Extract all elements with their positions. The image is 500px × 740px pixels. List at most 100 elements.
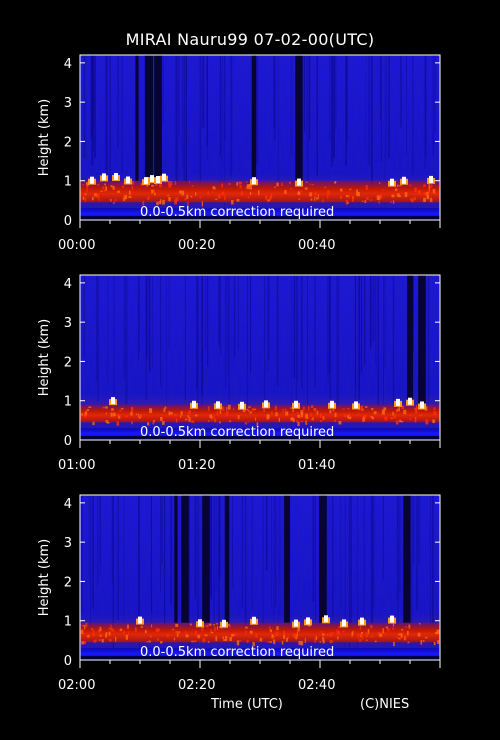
echo-speckle	[215, 198, 218, 201]
faint-streak	[316, 55, 318, 177]
echo-speckle	[289, 181, 291, 184]
echo-speckle	[201, 628, 204, 631]
peak-echo	[324, 615, 328, 623]
faint-streak	[346, 55, 348, 142]
echo-speckle	[327, 194, 329, 199]
faint-streak	[358, 275, 361, 400]
echo-speckle	[158, 628, 160, 632]
peak-echo	[420, 401, 424, 409]
echo-speckle	[246, 408, 249, 411]
faint-streak	[105, 55, 107, 177]
echo-speckle	[219, 409, 222, 415]
faint-streak	[345, 55, 347, 166]
echo-speckle	[348, 413, 351, 417]
echo-speckle	[423, 184, 426, 187]
faint-streak	[406, 55, 407, 155]
faint-streak	[207, 275, 209, 367]
echo-speckle	[398, 195, 401, 198]
echo-speckle	[271, 634, 274, 639]
echo-speckle	[248, 409, 250, 412]
echo-speckle	[253, 408, 257, 410]
echo-speckle	[408, 624, 411, 629]
faint-streak	[380, 55, 382, 162]
echo-speckle	[191, 185, 194, 187]
echo-speckle	[176, 633, 179, 637]
faint-streak	[177, 55, 179, 200]
faint-streak	[412, 275, 414, 396]
echo-speckle	[92, 421, 95, 426]
echo-speckle	[379, 633, 383, 637]
echo-speckle	[209, 414, 213, 418]
faint-streak	[338, 275, 340, 416]
faint-streak	[125, 275, 127, 408]
echo-speckle	[427, 189, 431, 193]
faint-streak	[348, 495, 350, 647]
faint-streak	[368, 55, 371, 166]
echo-speckle	[274, 186, 277, 188]
echo-speckle	[432, 189, 436, 194]
peak-echo	[306, 617, 310, 625]
echo-speckle	[269, 641, 272, 643]
boundary-layer-band	[80, 622, 440, 643]
echo-speckle	[155, 182, 158, 187]
echo-speckle	[91, 628, 93, 630]
echo-speckle	[407, 641, 410, 644]
echo-speckle	[378, 200, 380, 204]
echo-speckle	[236, 181, 239, 186]
echo-speckle	[160, 417, 163, 421]
echo-speckle	[210, 629, 212, 634]
x-tick-label: 01:00	[58, 458, 95, 473]
faint-streak	[161, 495, 163, 563]
echo-speckle	[229, 420, 231, 423]
faint-streak	[218, 275, 220, 346]
echo-speckle	[236, 199, 240, 202]
echo-speckle	[316, 410, 319, 415]
echo-speckle	[228, 183, 231, 185]
faint-streak	[377, 275, 379, 408]
echo-speckle	[129, 190, 131, 195]
y-tick-label: 4	[64, 497, 72, 512]
echo-speckle	[304, 187, 308, 190]
echo-speckle	[437, 640, 440, 644]
echo-speckle	[395, 420, 399, 425]
echo-speckle	[396, 409, 398, 413]
faint-streak	[379, 55, 382, 122]
echo-speckle	[110, 412, 113, 418]
echo-speckle	[138, 416, 141, 419]
echo-speckle	[329, 640, 333, 644]
peak-echo	[360, 617, 364, 625]
echo-speckle	[308, 406, 310, 411]
echo-speckle	[197, 634, 201, 639]
echo-speckle	[345, 199, 348, 205]
echo-speckle	[81, 413, 83, 416]
faint-streak	[370, 495, 373, 634]
echo-speckle	[190, 195, 193, 198]
echo-speckle	[149, 408, 153, 413]
x-tick-label: 00:20	[178, 238, 215, 253]
echo-speckle	[233, 633, 237, 637]
echo-speckle	[217, 194, 221, 199]
echo-speckle	[239, 184, 242, 189]
echo-speckle	[109, 638, 112, 642]
echo-speckle	[366, 197, 369, 200]
faint-streak	[425, 55, 427, 158]
echo-speckle	[115, 636, 117, 642]
echo-speckle	[300, 421, 303, 423]
echo-speckle	[155, 628, 159, 632]
echo-speckle	[428, 183, 430, 189]
faint-streak	[162, 55, 164, 123]
echo-speckle	[357, 192, 360, 197]
faint-streak	[183, 55, 186, 182]
echo-speckle	[153, 189, 155, 192]
faint-streak	[308, 55, 311, 141]
echo-speckle	[347, 408, 350, 410]
echo-speckle	[269, 626, 271, 630]
echo-speckle	[411, 198, 414, 203]
faint-streak	[222, 55, 224, 167]
faint-streak	[397, 495, 399, 630]
echo-speckle	[247, 421, 250, 423]
faint-streak	[327, 275, 329, 385]
faint-streak	[117, 495, 119, 621]
echo-speckle	[125, 415, 128, 418]
